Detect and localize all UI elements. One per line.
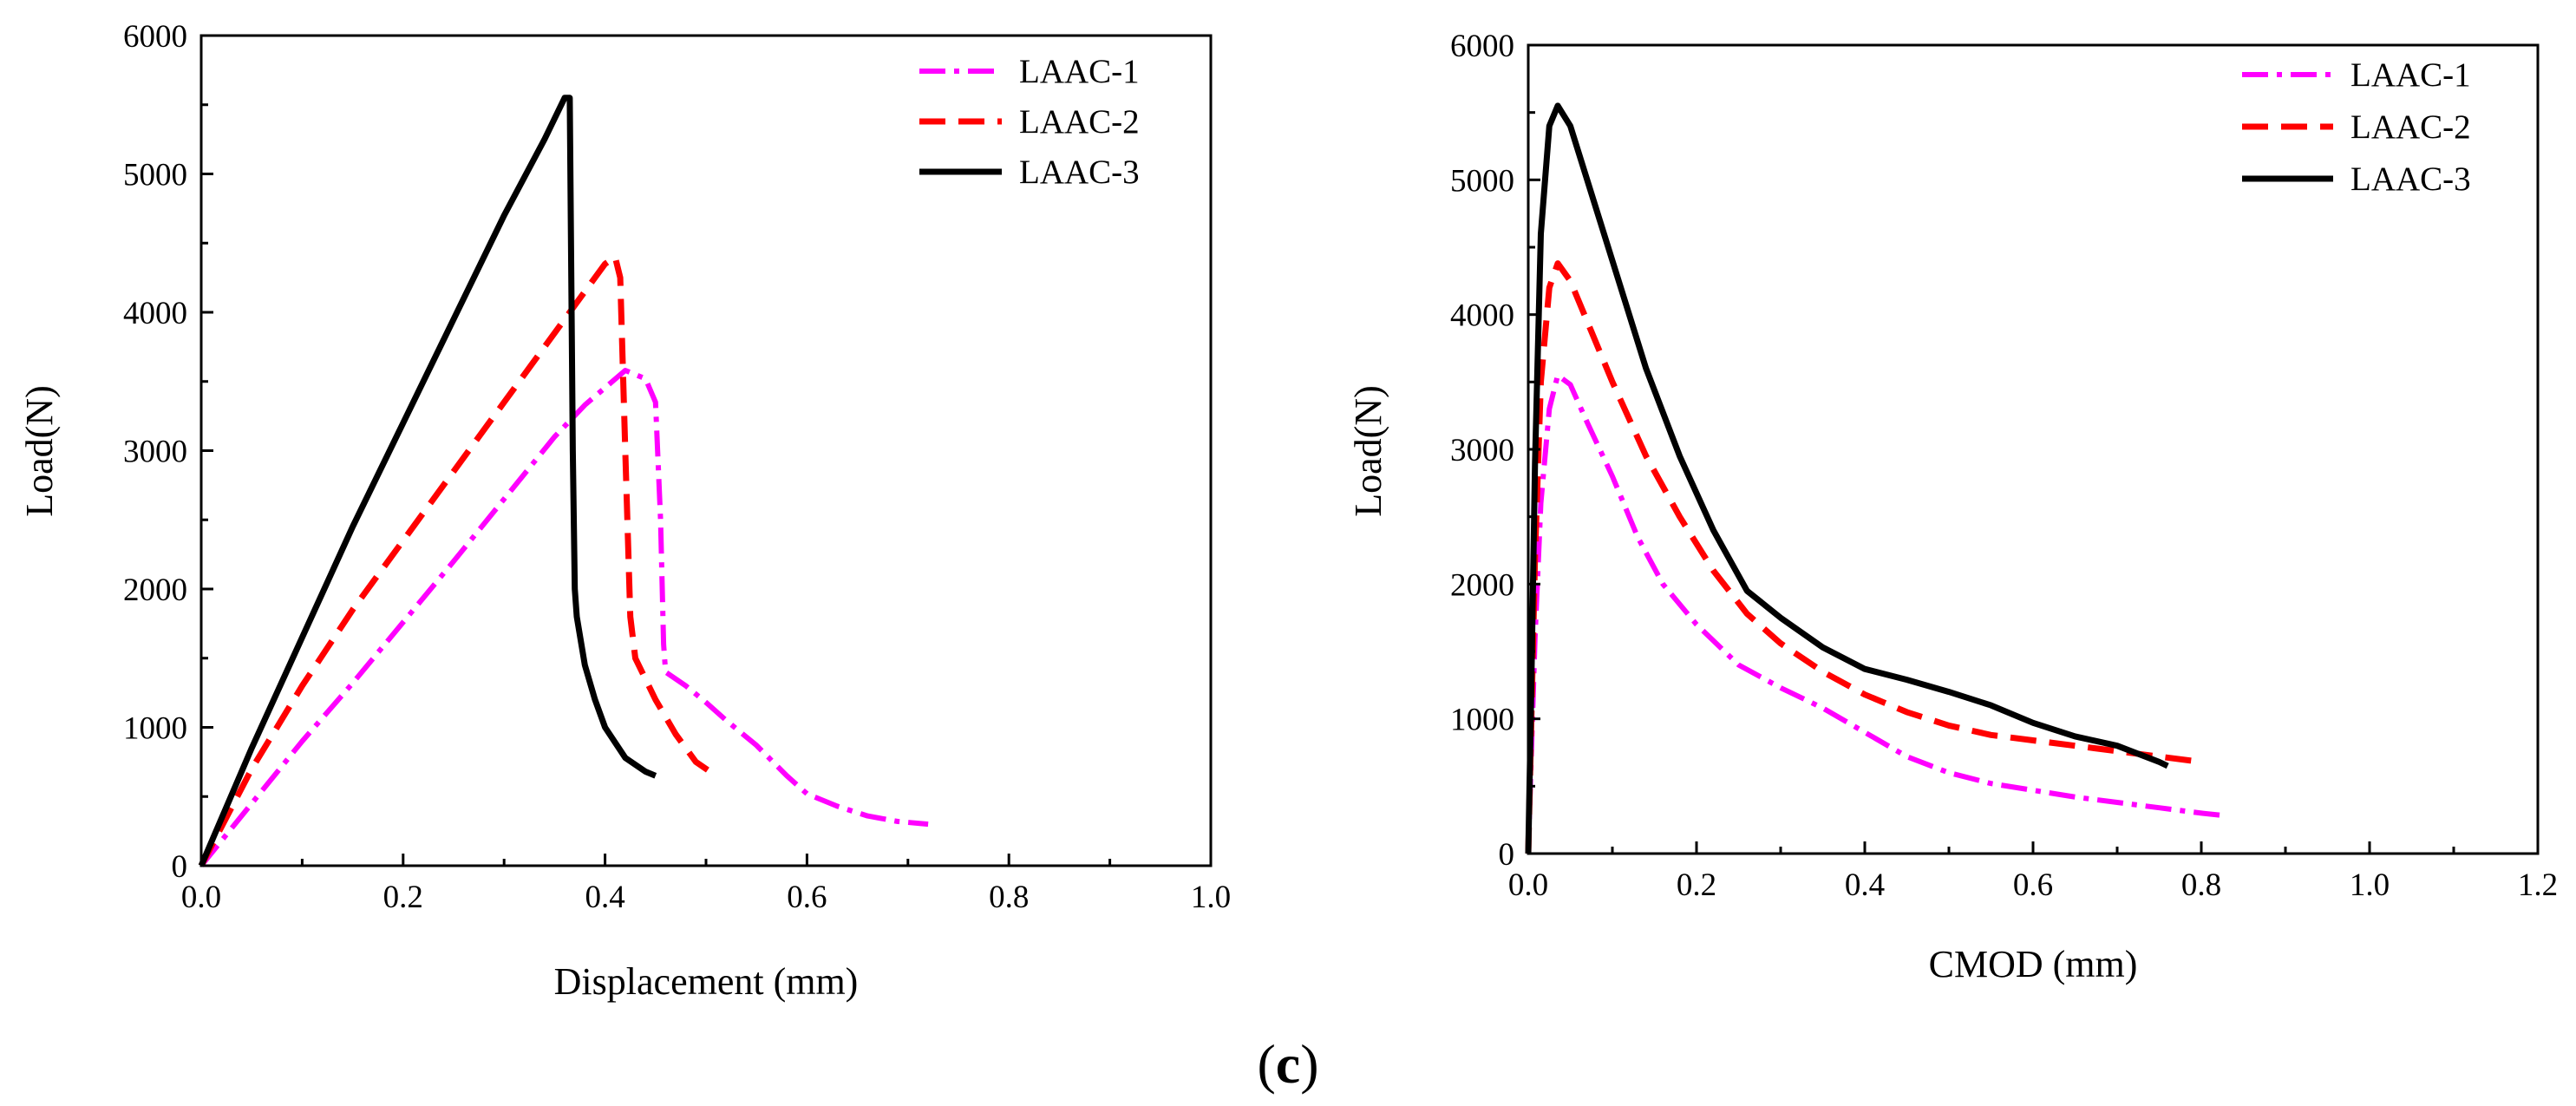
- displacement-y-tick-label: 0: [172, 849, 188, 885]
- cmod-series-line-laac-2: [1525, 260, 2202, 854]
- cmod-y-tick-label: 2000: [1450, 567, 1514, 603]
- displacement-x-tick-label: 0.2: [383, 880, 423, 915]
- caption-letter: c: [1276, 1033, 1300, 1095]
- displacement-series-line-laac-3: [198, 95, 657, 867]
- displacement-y-tick-label: 1000: [123, 711, 187, 747]
- displacement-y-axis-title: Load(N): [18, 385, 61, 517]
- displacement-chart: 0.0 0.2 0.4 0.6 0.8 1.0 0 1000 2000 3000 4000 5000 6…: [18, 19, 1231, 1003]
- cmod-x-tick-label: 0.2: [1677, 867, 1716, 903]
- displacement-x-tick-label: 0.6: [787, 880, 827, 915]
- displacement-x-axis-title: Displacement (mm): [554, 960, 859, 1003]
- displacement-y-tick-label: 3000: [123, 435, 187, 470]
- cmod-chart: 0.0 0.2 0.4 0.6 0.8 1.0 1.2 0 1000 2000 3000 4000 50…: [1347, 29, 2558, 985]
- cmod-legend-label-laac-3: LAAC-3: [2350, 160, 2471, 198]
- cmod-y-tick-label: 0: [1499, 837, 1515, 873]
- displacement-legend: LAAC-1 LAAC-2 LAAC-3: [919, 53, 1140, 191]
- displacement-legend-label-laac-2: LAAC-2: [1019, 103, 1140, 141]
- cmod-legend: LAAC-1 LAAC-2 LAAC-3: [2242, 56, 2471, 198]
- cmod-y-tick-label: 4000: [1450, 298, 1514, 334]
- cmod-x-tick-label: 0.8: [2181, 867, 2221, 903]
- cmod-x-tick-label: 1.2: [2518, 867, 2558, 903]
- displacement-x-tick-label: 0.0: [181, 880, 221, 915]
- cmod-y-tick-label: 3000: [1450, 433, 1514, 468]
- displacement-axis-ticks: 0.0 0.2 0.4 0.6 0.8 1.0 0 1000 2000 3000 4000 5000 6…: [123, 19, 1231, 915]
- cmod-y-axis-title: Load(N): [1347, 385, 1389, 517]
- caption-open-paren: (: [1257, 1033, 1275, 1095]
- displacement-series-line-laac-2: [198, 253, 718, 867]
- caption-close-paren: ): [1300, 1033, 1318, 1095]
- displacement-legend-label-laac-3: LAAC-3: [1019, 154, 1140, 191]
- displacement-y-tick-label: 4000: [123, 296, 187, 331]
- displacement-y-tick-label: 5000: [123, 158, 187, 193]
- cmod-y-tick-label: 6000: [1450, 29, 1514, 64]
- displacement-x-tick-label: 0.4: [585, 880, 624, 915]
- displacement-y-tick-label: 2000: [123, 573, 187, 608]
- cmod-x-axis-title: CMOD (mm): [1929, 943, 2138, 985]
- cmod-series-line-laac-3: [1525, 102, 2169, 854]
- cmod-y-tick-label: 1000: [1450, 703, 1514, 738]
- displacement-x-tick-label: 0.8: [989, 880, 1029, 915]
- displacement-x-tick-label: 1.0: [1191, 880, 1231, 915]
- cmod-axis-ticks: 0.0 0.2 0.4 0.6 0.8 1.0 1.2 0 1000 2000 3000 4000 50…: [1450, 29, 2558, 903]
- cmod-plot-lines: [1525, 102, 2227, 854]
- displacement-legend-label-laac-1: LAAC-1: [1019, 53, 1140, 90]
- cmod-x-tick-label: 1.0: [2350, 867, 2390, 903]
- cmod-x-tick-label: 0.4: [1845, 867, 1885, 903]
- figure-caption: (c): [1257, 1033, 1318, 1095]
- displacement-plot-lines: [198, 95, 929, 867]
- cmod-legend-label-laac-2: LAAC-2: [2350, 108, 2471, 146]
- cmod-x-tick-label: 0.6: [2013, 867, 2053, 903]
- cmod-legend-label-laac-1: LAAC-1: [2350, 56, 2471, 94]
- cmod-series-line-laac-1: [1526, 372, 2227, 854]
- cmod-y-tick-label: 5000: [1450, 163, 1514, 199]
- cmod-x-tick-label: 0.0: [1508, 867, 1548, 903]
- displacement-series-line-laac-1: [199, 368, 929, 867]
- displacement-y-tick-label: 6000: [123, 19, 187, 55]
